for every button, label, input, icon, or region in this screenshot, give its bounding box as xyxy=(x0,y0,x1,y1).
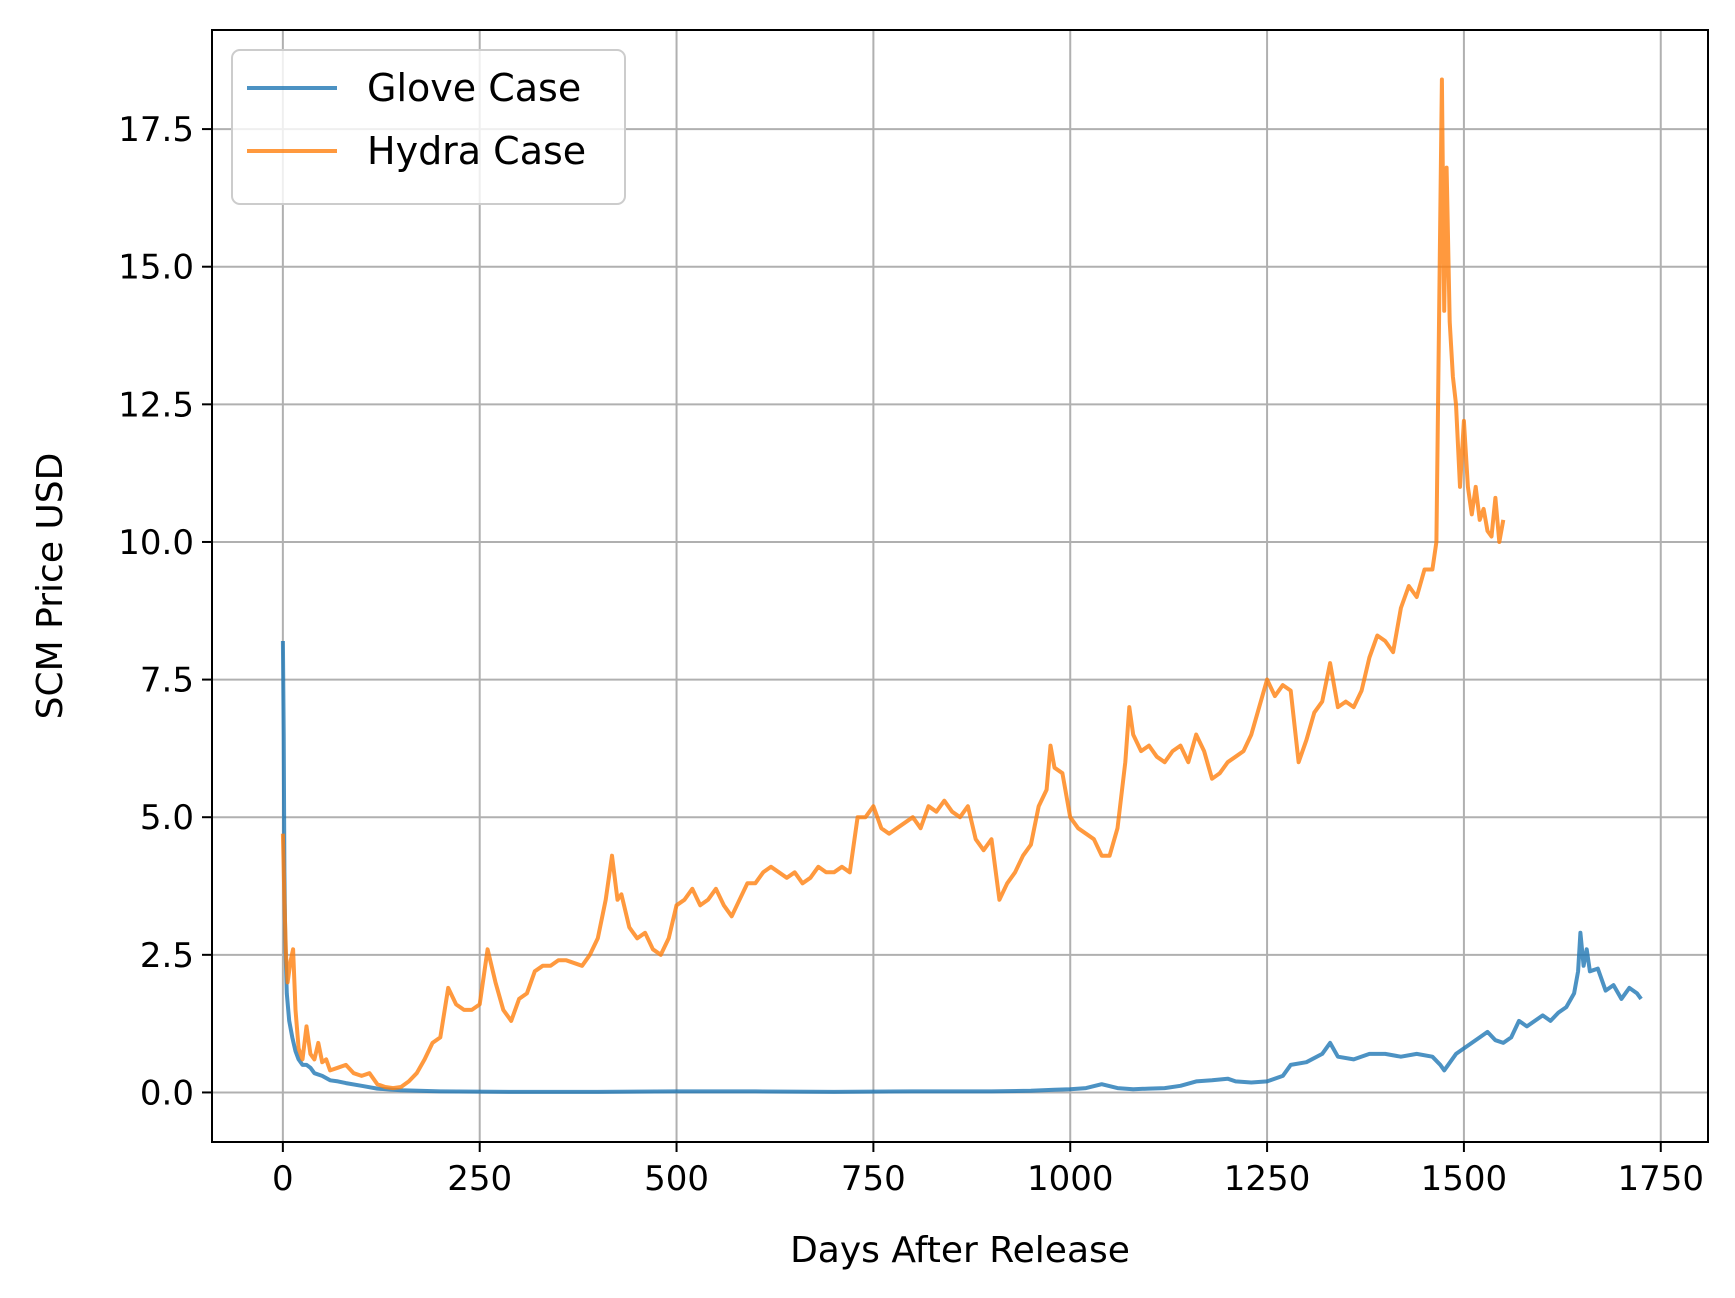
x-tick-label: 1250 xyxy=(1224,1159,1311,1199)
x-tick-label: 1750 xyxy=(1617,1159,1704,1199)
series-line-glove-case xyxy=(280,640,1643,1094)
x-tick-label: 250 xyxy=(447,1159,512,1199)
y-tick-label: 7.5 xyxy=(140,661,194,701)
y-axis: 0.0 2.5 5.0 7.5 10.0 12.5 15.0 17.5 xyxy=(118,110,212,1113)
y-tick-label: 2.5 xyxy=(140,936,194,976)
series-line-hydra-case xyxy=(280,77,1506,1091)
y-tick-label: 10.0 xyxy=(118,523,194,563)
x-tick-label: 0 xyxy=(272,1159,294,1199)
y-tick-label: 0.0 xyxy=(140,1073,194,1113)
x-axis: 0 250 500 750 1000 1250 1500 1750 xyxy=(272,1142,1704,1199)
y-axis-title: SCM Price USD xyxy=(30,453,71,720)
y-tick-label: 17.5 xyxy=(118,110,194,150)
x-tick-label: 500 xyxy=(644,1159,709,1199)
legend-label: Hydra Case xyxy=(367,129,586,173)
x-tick-label: 1500 xyxy=(1421,1159,1508,1199)
x-tick-label: 750 xyxy=(841,1159,906,1199)
y-tick-label: 5.0 xyxy=(140,798,194,838)
x-axis-title: Days After Release xyxy=(790,1230,1130,1271)
series-layer xyxy=(280,77,1643,1094)
plot-frame xyxy=(211,29,1709,1143)
y-tick-label: 12.5 xyxy=(118,385,194,425)
y-tick-label: 15.0 xyxy=(118,248,194,288)
x-tick-label: 1000 xyxy=(1027,1159,1114,1199)
legend-label: Glove Case xyxy=(367,66,581,110)
legend: Glove Case Hydra Case xyxy=(231,49,626,205)
